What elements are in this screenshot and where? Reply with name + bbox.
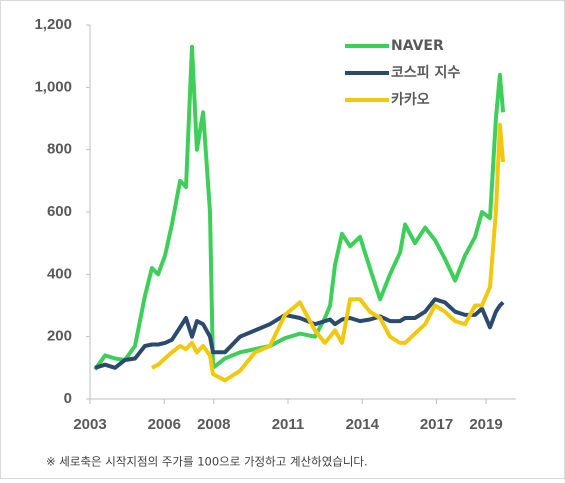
- series-line: [94, 297, 505, 370]
- y-tick-label: 0: [64, 390, 72, 407]
- x-tick-label: 2019: [469, 416, 502, 433]
- x-tick-label: 2017: [420, 416, 453, 433]
- y-tick-label: 600: [47, 203, 72, 220]
- x-tick-label: 2014: [346, 416, 380, 433]
- y-tick-label: 200: [47, 328, 72, 345]
- y-tick-label: 1,000: [34, 78, 72, 95]
- y-tick-label: 800: [47, 141, 72, 158]
- series-line: [93, 44, 506, 371]
- footnote: ※ 세로축은 시작지점의 주가를 100으로 가정하고 계산하였습니다.: [46, 455, 368, 469]
- series-line: [151, 122, 506, 383]
- legend-label: 코스피 지수: [391, 65, 460, 81]
- y-tick-label: 400: [47, 265, 72, 282]
- x-tick-label: 2011: [272, 416, 305, 433]
- legend-label: 카카오: [391, 92, 430, 108]
- x-tick-label: 2003: [73, 416, 106, 433]
- x-tick-label: 2008: [197, 416, 230, 433]
- legend-label: NAVER: [391, 38, 444, 54]
- y-tick-label: 1,200: [34, 16, 72, 33]
- x-tick-label: 2006: [148, 416, 181, 433]
